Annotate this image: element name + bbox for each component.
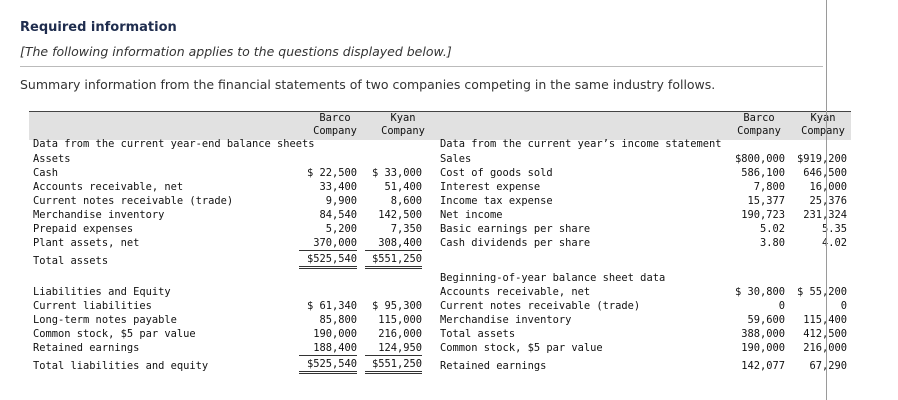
asset-barco-value: 84,540 [319, 209, 357, 221]
column-header-band [29, 112, 851, 140]
right-barco-company-header: Company [737, 125, 781, 137]
asset-kyan-value: 308,400 [365, 237, 422, 251]
income-barco-value: 586,100 [741, 167, 785, 179]
total-liabilities-label: Total liabilities and equity [33, 360, 209, 372]
total-assets-label: Total assets [33, 255, 109, 267]
asset-label: Plant assets, net [33, 237, 140, 249]
liability-barco-value: 85,800 [319, 314, 357, 326]
income-barco-value: 5.02 [759, 223, 785, 235]
balance-sheet-heading: Data from the current year-end balance s… [33, 138, 315, 150]
asset-label: Accounts receivable, net [33, 181, 184, 193]
beginning-barco-value: 0 [778, 300, 785, 312]
liability-label: Retained earnings [33, 342, 140, 354]
beginning-kyan-value: 67,290 [809, 360, 847, 372]
beginning-label: Merchandise inventory [440, 314, 572, 326]
info-note: [The following information applies to th… [20, 44, 452, 59]
total-assets-barco: $525,540 [299, 253, 357, 269]
income-barco-value: 190,723 [741, 209, 785, 221]
beginning-barco-value: 142,077 [741, 360, 785, 372]
income-barco-value: $800,000 [734, 153, 785, 165]
beginning-kyan-value: 0 [840, 300, 847, 312]
asset-kyan-value: $ 33,000 [371, 167, 422, 179]
left-kyan-header: Kyan [390, 112, 416, 124]
liability-kyan-value: 216,000 [378, 328, 422, 340]
asset-kyan-value: 8,600 [390, 195, 422, 207]
income-statement-heading: Data from the current year’s income stat… [440, 138, 722, 150]
asset-kyan-value: 51,400 [384, 181, 422, 193]
income-label: Net income [440, 209, 503, 221]
left-barco-company-header: Company [313, 125, 357, 137]
beginning-label: Common stock, $5 par value [440, 342, 603, 354]
total-liabilities-kyan: $551,250 [365, 358, 422, 374]
income-label: Interest expense [440, 181, 541, 193]
left-kyan-company-header: Company [381, 125, 425, 137]
beginning-barco-value: $ 30,800 [734, 286, 785, 298]
beginning-barco-value: 388,000 [741, 328, 785, 340]
liability-kyan-value: 115,000 [378, 314, 422, 326]
asset-barco-value: 5,200 [325, 223, 357, 235]
left-barco-header: Barco [319, 112, 351, 124]
total-assets-kyan: $551,250 [365, 253, 422, 269]
income-label: Cash dividends per share [440, 237, 591, 249]
income-label: Basic earnings per share [440, 223, 591, 235]
beginning-kyan-value: 216,000 [803, 342, 847, 354]
liability-kyan-value: 124,950 [365, 342, 422, 356]
income-kyan-value: 5.35 [821, 223, 847, 235]
beginning-label: Total assets [440, 328, 516, 340]
beginning-kyan-value: 115,400 [803, 314, 847, 326]
income-kyan-value: 231,324 [803, 209, 847, 221]
assets-heading: Assets [33, 153, 71, 165]
income-kyan-value: 4.02 [821, 237, 847, 249]
asset-label: Cash [33, 167, 59, 179]
liability-barco-value: 190,000 [313, 328, 357, 340]
asset-barco-value: 370,000 [299, 237, 357, 251]
required-info-title: Required information [20, 20, 177, 35]
income-kyan-value: 16,000 [809, 181, 847, 193]
beginning-balance-heading: Beginning-of-year balance sheet data [440, 272, 666, 284]
income-kyan-value: $919,200 [796, 153, 847, 165]
income-label: Income tax expense [440, 195, 553, 207]
right-kyan-company-header: Company [801, 125, 845, 137]
liability-kyan-value: $ 95,300 [371, 300, 422, 312]
beginning-kyan-value: 412,500 [803, 328, 847, 340]
liabilities-heading: Liabilities and Equity [33, 286, 171, 298]
header-divider [20, 66, 823, 67]
cursor-guide-line [826, 0, 827, 400]
total-liabilities-barco: $525,540 [299, 358, 357, 374]
asset-kyan-value: 142,500 [378, 209, 422, 221]
beginning-barco-value: 59,600 [747, 314, 785, 326]
income-kyan-value: 646,500 [803, 167, 847, 179]
beginning-kyan-value: $ 55,200 [796, 286, 847, 298]
liability-label: Long-term notes payable [33, 314, 177, 326]
asset-barco-value: 9,900 [325, 195, 357, 207]
beginning-label: Current notes receivable (trade) [440, 300, 641, 312]
income-kyan-value: 25,376 [809, 195, 847, 207]
income-label: Sales [440, 153, 472, 165]
asset-barco-value: $ 22,500 [306, 167, 357, 179]
beginning-label: Accounts receivable, net [440, 286, 591, 298]
asset-kyan-value: 7,350 [390, 223, 422, 235]
asset-label: Merchandise inventory [33, 209, 165, 221]
liability-label: Current liabilities [33, 300, 152, 312]
liability-label: Common stock, $5 par value [33, 328, 196, 340]
income-barco-value: 7,800 [753, 181, 785, 193]
income-barco-value: 15,377 [747, 195, 785, 207]
liability-barco-value: 188,400 [299, 342, 357, 356]
asset-label: Prepaid expenses [33, 223, 134, 235]
beginning-barco-value: 190,000 [741, 342, 785, 354]
right-barco-header: Barco [743, 112, 775, 124]
income-barco-value: 3.80 [759, 237, 785, 249]
financial-data-table: Barco Company Kyan Company Barco Company… [29, 111, 851, 380]
beginning-label: Retained earnings [440, 360, 547, 372]
income-label: Cost of goods sold [440, 167, 553, 179]
asset-label: Current notes receivable (trade) [33, 195, 234, 207]
asset-barco-value: 33,400 [319, 181, 357, 193]
right-kyan-header: Kyan [810, 112, 836, 124]
liability-barco-value: $ 61,340 [306, 300, 357, 312]
summary-text: Summary information from the financial s… [20, 77, 716, 92]
